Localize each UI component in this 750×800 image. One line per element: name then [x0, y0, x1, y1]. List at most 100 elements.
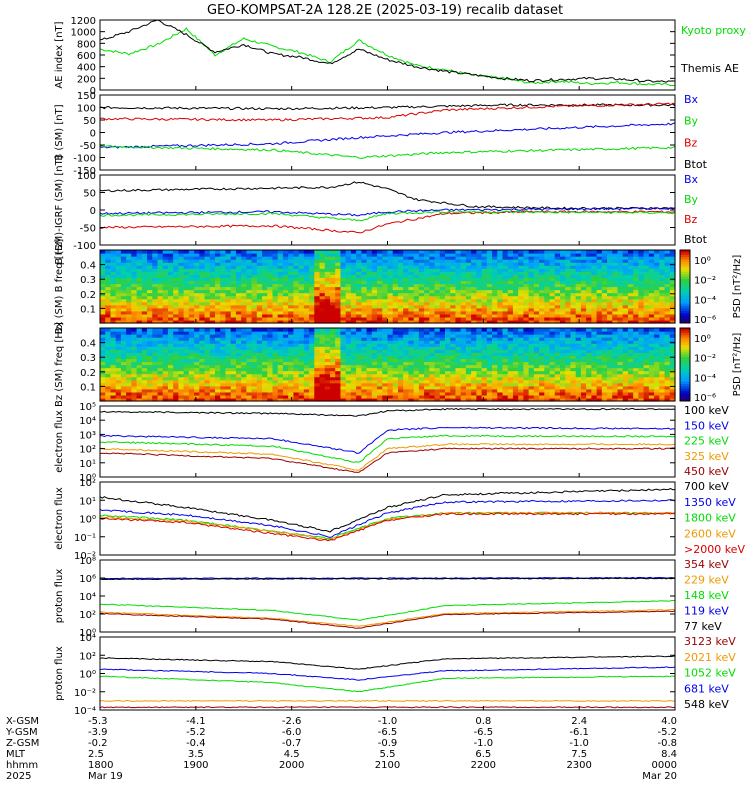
spectrogram-cell	[277, 385, 284, 390]
spectrogram-cell	[439, 349, 446, 353]
spectrogram-cell	[434, 295, 441, 300]
spectrogram-cell	[607, 316, 613, 321]
spectrogram-cell	[445, 352, 451, 356]
spectrogram-cell	[319, 298, 326, 303]
spectrogram-cell	[533, 352, 540, 356]
spectrogram-cell	[601, 253, 608, 257]
spectrogram-cell	[408, 295, 415, 300]
spectrogram-cell	[481, 334, 488, 338]
spectrogram-cell	[319, 364, 326, 369]
spectrogram-cell	[424, 337, 430, 341]
spectrogram-cell	[230, 352, 237, 356]
spectrogram-cell	[450, 271, 457, 275]
spectrogram-cell	[533, 343, 540, 347]
spectrogram-cell	[173, 373, 180, 378]
spectrogram-cell	[152, 355, 159, 360]
spectrogram-cell	[251, 343, 258, 347]
spectrogram-cell	[178, 331, 185, 335]
spectrogram-cell	[288, 292, 295, 297]
spectrogram-cell	[512, 370, 519, 375]
spectrogram-cell	[246, 349, 253, 353]
spectrogram-cell	[120, 307, 127, 312]
spectrogram-cell	[418, 394, 425, 399]
spectrogram-cell	[293, 340, 300, 344]
spectrogram-cell	[141, 286, 148, 291]
y-tick-label: 200	[77, 74, 96, 85]
spectrogram-cell	[262, 343, 268, 347]
spectrogram-cell	[272, 394, 279, 399]
spectrogram-cell	[282, 250, 289, 254]
spectrogram-cell	[460, 265, 467, 269]
spectrogram-cell	[141, 394, 148, 399]
spectrogram-cell	[309, 301, 315, 306]
spectrogram-cell	[549, 331, 556, 335]
spectrogram-cell	[643, 286, 650, 291]
spectrogram-cell	[366, 373, 373, 378]
spectrogram-cell	[100, 391, 106, 396]
spectrogram-cell	[528, 283, 535, 288]
spectrogram-cell	[209, 319, 216, 324]
spectrogram-cell	[450, 313, 457, 318]
spectrogram-cell	[330, 286, 336, 291]
spectrogram-cell	[476, 253, 483, 257]
spectrogram-cell	[340, 328, 347, 332]
spectrogram-cell	[554, 352, 561, 356]
spectrogram-cell	[643, 280, 650, 285]
spectrogram-cell	[408, 358, 415, 363]
spectrogram-cell	[560, 388, 566, 393]
spectrogram-cell	[539, 331, 545, 335]
spectrogram-cell	[387, 361, 394, 366]
spectrogram-cell	[418, 391, 425, 396]
spectrogram-cell	[424, 271, 430, 275]
spectrogram-cell	[167, 250, 174, 254]
spectrogram-cell	[126, 295, 132, 300]
spectrogram-cell	[518, 304, 525, 309]
spectrogram-cell	[533, 265, 540, 269]
spectrogram-cell	[173, 337, 180, 341]
spectrogram-cell	[549, 352, 556, 356]
spectrogram-cell	[560, 394, 566, 399]
spectrogram-cell	[471, 301, 477, 306]
spectrogram-cell	[100, 292, 106, 297]
spectrogram-cell	[262, 271, 268, 275]
spectrogram-cell	[403, 280, 410, 285]
spectrogram-cell	[188, 352, 195, 356]
spectrogram-cell	[476, 319, 483, 324]
spectrogram-cell	[152, 379, 159, 384]
spectrogram-cell	[669, 259, 676, 263]
spectrogram-cell	[486, 253, 493, 257]
spectrogram-cell	[523, 337, 530, 341]
spectrogram-cell	[476, 286, 483, 291]
spectrogram-cell	[549, 343, 556, 347]
spectrogram-cell	[335, 328, 342, 332]
spectrogram-cell	[230, 268, 237, 272]
spectrogram-cell	[549, 301, 556, 306]
spectrogram-cell	[413, 259, 420, 263]
spectrogram-cell	[288, 262, 295, 266]
spectrogram-cell	[230, 295, 237, 300]
spectrogram-cell	[100, 328, 106, 332]
spectrogram-cell	[403, 379, 410, 384]
spectrogram-cell	[544, 304, 551, 309]
spectrogram-cell	[100, 361, 106, 366]
spectrogram-cell	[215, 337, 221, 341]
spectrogram-cell	[199, 358, 206, 363]
spectrogram-cell	[225, 367, 232, 372]
spectrogram-cell	[455, 304, 462, 309]
spectrogram-cell	[246, 367, 253, 372]
spectrogram-cell	[230, 328, 237, 332]
spectrogram-cell	[100, 349, 106, 353]
spectrogram-cell	[199, 262, 206, 266]
spectrogram-cell	[382, 334, 389, 338]
spectrogram-cell	[309, 370, 315, 375]
spectrogram-cell	[497, 346, 504, 350]
spectrogram-cell	[601, 274, 608, 278]
spectrogram-cell	[424, 265, 430, 269]
spectrogram-cell	[241, 352, 247, 356]
spectrogram-cell	[136, 256, 143, 260]
spectrogram-cell	[539, 256, 545, 260]
spectrogram-cell	[424, 349, 430, 353]
spectrogram-cell	[220, 283, 227, 288]
spectrogram-cell	[167, 346, 174, 350]
spectrogram-cell	[397, 310, 404, 315]
